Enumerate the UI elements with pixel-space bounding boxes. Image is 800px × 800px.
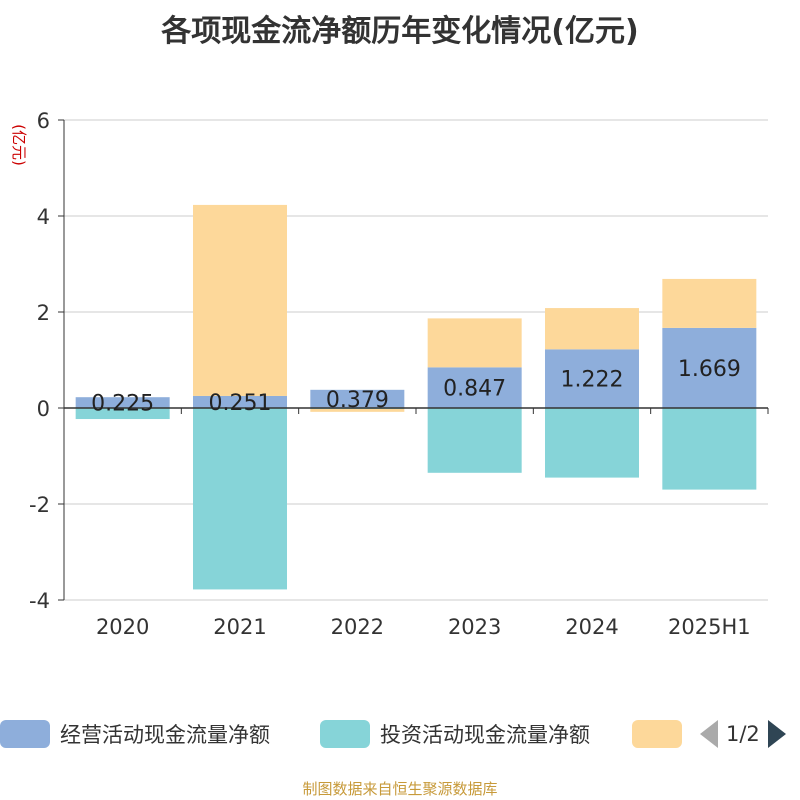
data-label: 0.251 [209, 391, 272, 416]
legend-item-operating[interactable]: 经营活动现金流量净额 [0, 716, 270, 752]
bar-series0-2024 [545, 349, 639, 408]
legend-item-investing[interactable]: 投资活动现金流量净额 [320, 716, 590, 752]
bar-series1-2024 [545, 408, 639, 478]
x-tick-label: 2023 [448, 615, 501, 639]
bar-series1-2023 [427, 408, 522, 473]
bar-series2-2024 [545, 308, 639, 350]
legend-label-operating: 经营活动现金流量净额 [60, 723, 270, 747]
bar-series2-2023 [427, 318, 522, 368]
data-label: 0.847 [443, 377, 506, 402]
bar-series2-2022 [310, 408, 405, 412]
y-tick-label: 2 [37, 301, 50, 325]
data-label: 0.379 [326, 388, 389, 413]
pager-prev-icon[interactable] [700, 720, 718, 748]
bar-series0-2020 [75, 397, 170, 408]
y-tick-label: 4 [37, 205, 50, 229]
pager-text: 1/2 [726, 722, 760, 746]
y-axis-label: (亿元) [10, 124, 28, 166]
bar-chart: -4 -2 0 2 4 6 (亿元) 2020 2021 2022 2023 2024 2025H1 0.… [10, 109, 769, 639]
y-tick-label: 6 [37, 109, 50, 133]
legend-pager: 1/2 [700, 716, 786, 752]
bar-series0-2025H1 [662, 327, 757, 408]
data-source-note: 制图数据来自恒生聚源数据库 [302, 780, 498, 798]
x-tick-label: 2020 [96, 615, 149, 639]
bar-series1-2021 [193, 408, 287, 590]
bar-series2-2021 [193, 204, 287, 396]
data-label: 1.669 [678, 357, 741, 382]
legend-swatch-investing [320, 720, 370, 748]
y-tick-label: 0 [37, 397, 50, 421]
legend-swatch-operating [0, 720, 50, 748]
legend: 经营活动现金流量净额 投资活动现金流量净额 1/2 [0, 716, 800, 752]
legend-item-financing[interactable] [632, 716, 692, 752]
bar-series2-2025H1 [662, 278, 757, 328]
chart-title: 各项现金流净额历年变化情况(亿元) [161, 14, 639, 49]
bar-series0-2023 [427, 367, 522, 408]
bar-series1-2025H1 [662, 408, 757, 490]
bar-series0-2022 [310, 389, 405, 408]
bar-series0-2021 [193, 395, 287, 408]
x-tick-label: 2021 [213, 615, 266, 639]
x-tick-label: 2022 [331, 615, 384, 639]
data-label: 1.222 [561, 368, 624, 393]
y-tick-label: -2 [29, 493, 50, 517]
y-tick-label: -4 [29, 589, 50, 613]
pager-next-icon[interactable] [767, 720, 786, 748]
x-tick-label: 2025H1 [668, 615, 751, 639]
legend-label-investing: 投资活动现金流量净额 [380, 723, 590, 747]
data-label: 0.225 [91, 392, 154, 417]
bar-series1-2020 [75, 408, 170, 420]
legend-swatch-financing [632, 720, 682, 748]
x-tick-label: 2024 [565, 615, 618, 639]
